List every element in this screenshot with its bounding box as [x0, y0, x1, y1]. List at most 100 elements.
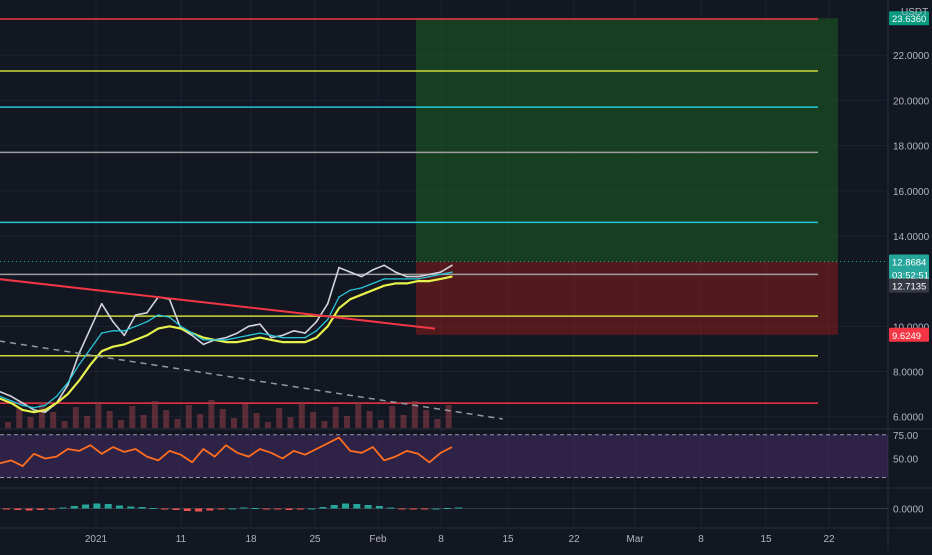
price-data-point: [67, 393, 69, 395]
price-data-point: [417, 278, 419, 280]
price-tick-label: 20.0000: [893, 96, 930, 107]
price-data-point: [146, 334, 148, 337]
macd-histogram-bar: [14, 508, 22, 510]
price-data-point: [21, 404, 24, 407]
price-data-point: [383, 264, 386, 267]
price-data-point: [439, 271, 442, 273]
volume-bar: [298, 403, 305, 428]
price-data-point: [281, 336, 284, 339]
price-data-point: [451, 271, 453, 273]
price-data-point: [270, 336, 273, 339]
macd-histogram-bar: [262, 508, 270, 510]
macd-histogram-bar: [183, 508, 191, 511]
price-data-point: [259, 323, 261, 325]
price-data-point: [44, 404, 46, 407]
macd-histogram-bar: [308, 508, 316, 510]
date-tick-label: 8: [438, 534, 444, 545]
price-data-point: [270, 339, 273, 341]
price-tick-label: 8.0000: [893, 368, 924, 379]
macd-histogram-bar: [3, 508, 10, 510]
price-data-point: [451, 264, 453, 267]
volume-bar: [151, 401, 158, 428]
price-data-point: [326, 302, 329, 305]
price-data-point: [428, 273, 431, 276]
price-data-point: [315, 330, 318, 332]
macd-histogram-bar: [48, 508, 56, 510]
price-badge[interactable]: [889, 11, 929, 26]
macd-histogram-bar: [172, 508, 180, 510]
price-data-point: [315, 321, 318, 323]
volume-bar: [321, 421, 328, 428]
price-data-point: [134, 325, 137, 328]
price-data-point: [394, 278, 397, 280]
downtrend-line[interactable]: [0, 277, 436, 330]
macd-histogram-bar: [342, 503, 349, 509]
price-tick-label: 18.0000: [893, 142, 930, 153]
macd-histogram-bar: [274, 508, 282, 510]
macd-histogram-bar: [330, 505, 338, 509]
volume-bar: [208, 400, 215, 428]
price-data-point: [225, 339, 227, 341]
price-data-point: [451, 275, 453, 278]
macd-histogram-bar: [59, 507, 67, 509]
price-tick-label: 14.0000: [893, 232, 930, 243]
price-data-point: [0, 391, 1, 393]
volume-bar: [287, 417, 294, 428]
rsi-band: [0, 434, 888, 478]
price-data-point: [281, 334, 284, 337]
date-tick-label: 22: [823, 534, 835, 545]
volume-bar: [253, 413, 260, 428]
price-tick-label: 16.0000: [893, 187, 930, 198]
volume-bar: [140, 415, 147, 428]
price-badge[interactable]: [889, 278, 929, 293]
price-data-point: [428, 280, 431, 282]
price-data-point: [259, 332, 261, 334]
price-data-point: [338, 307, 340, 310]
price-badge[interactable]: [889, 267, 929, 282]
price-data-point: [304, 332, 306, 334]
volume-bar: [242, 404, 249, 428]
macd-histogram-bar: [149, 508, 157, 509]
macd-histogram-bar: [364, 505, 372, 509]
price-data-point: [439, 273, 442, 276]
volume-bar: [38, 403, 45, 428]
price-data-point: [157, 314, 159, 316]
macd-histogram-bar: [455, 507, 462, 509]
price-data-point: [349, 271, 352, 273]
macd-histogram-bar: [104, 504, 112, 509]
price-data-point: [360, 287, 363, 289]
long-position-target-zone[interactable]: [416, 18, 838, 262]
price-data-point: [100, 332, 103, 334]
volume-bar: [332, 407, 339, 428]
price-data-point: [89, 363, 92, 366]
price-data-point: [21, 409, 24, 411]
date-tick-label: 18: [245, 534, 257, 545]
price-data-point: [112, 345, 114, 348]
price-data-point: [259, 336, 261, 339]
price-data-point: [123, 343, 126, 346]
macd-histogram-bar: [36, 508, 44, 510]
macd-histogram-bar: [195, 508, 203, 512]
price-data-point: [304, 336, 306, 339]
volume-bar: [50, 412, 57, 428]
volume-bar: [355, 402, 362, 428]
volume-bar: [219, 409, 226, 428]
long-position-stop-zone[interactable]: [416, 261, 838, 335]
price-badge[interactable]: [889, 254, 929, 269]
macd-histogram-bar: [206, 508, 214, 511]
price-data-point: [394, 282, 397, 285]
price-data-point: [338, 266, 340, 269]
date-tick-label: 25: [309, 534, 321, 545]
dashed-trendline[interactable]: [0, 338, 503, 420]
macd-histogram-bar: [138, 507, 146, 509]
price-badge[interactable]: [889, 327, 929, 342]
price-data-point: [394, 271, 397, 273]
date-tick-label: 15: [760, 534, 772, 545]
price-data-point: [293, 336, 295, 339]
price-data-point: [338, 296, 340, 298]
price-data-point: [293, 341, 295, 343]
macd-histogram-bar: [161, 508, 169, 510]
price-data-point: [372, 269, 374, 271]
